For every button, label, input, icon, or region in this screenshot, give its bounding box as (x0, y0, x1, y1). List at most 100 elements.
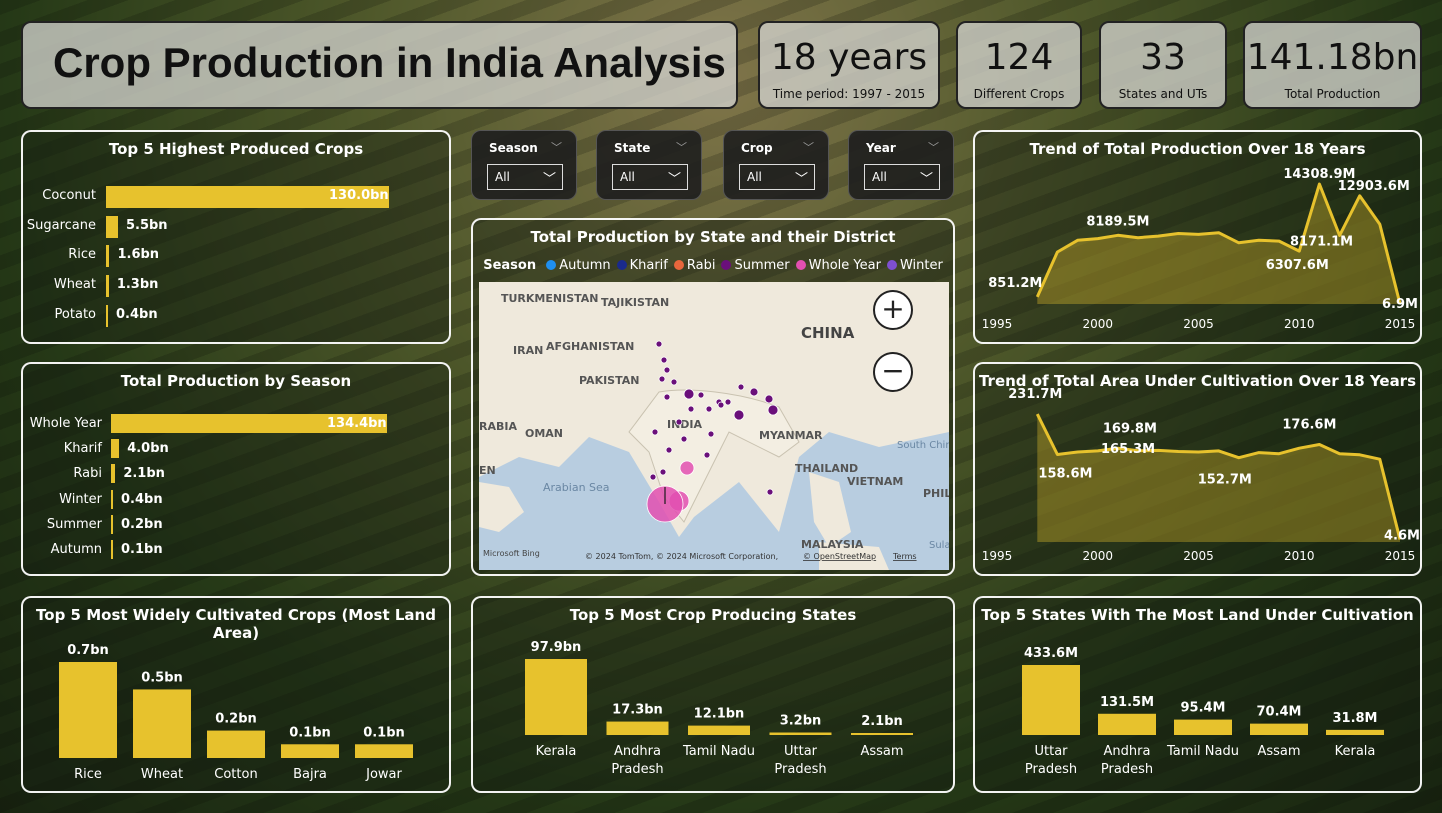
district-bubble[interactable] (663, 366, 671, 374)
map-label: IRAN (513, 344, 543, 357)
bar[interactable] (106, 275, 109, 298)
legend-item[interactable]: Kharif (629, 258, 668, 273)
district-bubble[interactable] (764, 394, 774, 404)
district-bubble[interactable] (658, 375, 666, 383)
district-bubble[interactable] (670, 378, 678, 386)
bar[interactable] (111, 489, 113, 509)
district-bubble[interactable] (697, 391, 705, 399)
series-line[interactable] (1035, 182, 1402, 305)
legend-item[interactable]: Autumn (559, 258, 611, 273)
bar[interactable] (111, 514, 113, 534)
bar[interactable] (851, 733, 913, 735)
district-bubble[interactable] (683, 388, 695, 400)
chevron-down-icon: ﹀ (542, 172, 556, 187)
district-bubble[interactable] (680, 435, 688, 443)
bar[interactable] (769, 732, 832, 735)
district-bubble[interactable] (655, 340, 663, 348)
bar[interactable] (59, 662, 117, 758)
crop-dropdown[interactable]: All ﹀ (739, 164, 815, 190)
bar[interactable] (1250, 723, 1308, 735)
district-bubble[interactable] (717, 401, 725, 409)
legend-dot (886, 260, 897, 270)
bar[interactable] (133, 689, 191, 758)
series-line[interactable] (1035, 413, 1402, 540)
bar[interactable] (1022, 665, 1080, 735)
x-tick-label: 2015 (1385, 549, 1416, 563)
bar[interactable] (111, 464, 116, 484)
district-bubble[interactable] (660, 356, 668, 364)
district-bubble[interactable] (679, 460, 695, 476)
map-view[interactable]: TURKMENISTAN TAJIKISTAN CHINA IRAN AFGHA… (479, 282, 949, 570)
zoom-out-button[interactable]: − (873, 352, 913, 392)
legend-item[interactable]: Winter (899, 258, 943, 273)
x-tick-label: 2000 (1082, 549, 1113, 563)
data-label: 1.3bn (116, 277, 159, 293)
district-bubble[interactable] (767, 404, 779, 416)
district-bubble[interactable] (707, 430, 715, 438)
district-bubble[interactable] (766, 488, 774, 496)
osm-link[interactable]: © OpenStreetMap (803, 552, 876, 561)
panel-land-states: Top 5 States With The Most Land Under Cu… (973, 596, 1422, 793)
legend-item[interactable]: Rabi (686, 258, 716, 273)
panel-title: Top 5 Highest Produced Crops (108, 140, 364, 158)
bar[interactable] (106, 304, 108, 327)
season-dropdown[interactable]: All ﹀ (487, 164, 563, 190)
year-filter[interactable]: Year ﹀ All ﹀ (848, 130, 954, 200)
bar[interactable] (525, 659, 587, 735)
kpi-time-period: 18 years Time period: 1997 - 2015 (758, 21, 940, 109)
terms-link[interactable]: Terms (892, 552, 917, 561)
bar[interactable] (355, 744, 413, 758)
category-label: Winter (59, 491, 102, 507)
bar[interactable] (111, 414, 387, 433)
data-label: 158.6M (1038, 466, 1092, 481)
district-bubble[interactable] (663, 393, 671, 401)
district-bubble[interactable] (651, 428, 659, 436)
state-filter[interactable]: State ﹀ All ﹀ (596, 130, 702, 200)
legend-item[interactable]: Summer (734, 258, 790, 273)
crop-filter[interactable]: Crop ﹀ All ﹀ (723, 130, 829, 200)
district-bubble[interactable] (687, 405, 695, 413)
bar[interactable] (111, 540, 113, 559)
map-label: TURKMENISTAN (501, 292, 598, 305)
data-label: 17.3bn (612, 703, 663, 718)
bar[interactable] (106, 215, 118, 238)
data-label: 70.4M (1256, 705, 1301, 720)
state-dropdown[interactable]: All ﹀ (612, 164, 688, 190)
kpi-total-production: 141.18bn Total Production (1243, 21, 1422, 109)
data-label: 14308.9M (1283, 167, 1355, 182)
bar[interactable] (606, 721, 669, 735)
bar[interactable] (1098, 713, 1156, 735)
year-dropdown[interactable]: All ﹀ (864, 164, 940, 190)
district-bubble[interactable] (649, 473, 657, 481)
bar[interactable] (1326, 729, 1384, 735)
category-label: Kharif (63, 441, 102, 457)
data-label: 4.0bn (127, 441, 169, 457)
legend-item[interactable]: Whole Year (808, 258, 881, 273)
district-bubble[interactable] (749, 387, 759, 397)
map-label: Sula (929, 540, 949, 551)
category-label: Summer (46, 516, 102, 532)
district-bubble[interactable] (724, 398, 732, 406)
data-label: 0.2bn (215, 712, 257, 727)
season-filter[interactable]: Season ﹀ All ﹀ (471, 130, 577, 200)
data-label: 31.8M (1332, 711, 1377, 726)
bar[interactable] (281, 744, 339, 758)
zoom-in-button[interactable]: + (873, 290, 913, 330)
bar[interactable] (106, 245, 110, 268)
bar[interactable] (111, 439, 120, 459)
district-bubble[interactable] (659, 468, 667, 476)
bar[interactable] (207, 730, 265, 758)
bar[interactable] (106, 186, 389, 208)
district-bubble[interactable] (705, 405, 713, 413)
category-label: Rice (74, 767, 102, 782)
district-bubble[interactable] (733, 409, 745, 421)
bar[interactable] (1174, 719, 1232, 735)
data-label: 2.1bn (123, 466, 165, 482)
district-bubble[interactable] (737, 383, 745, 391)
district-bubble[interactable] (675, 418, 683, 426)
map-label: THAILAND (795, 462, 858, 475)
district-bubble[interactable] (703, 451, 711, 459)
district-bubble[interactable] (665, 446, 673, 454)
bar[interactable] (688, 725, 750, 735)
kpi-value: 141.18bn (1246, 37, 1419, 78)
